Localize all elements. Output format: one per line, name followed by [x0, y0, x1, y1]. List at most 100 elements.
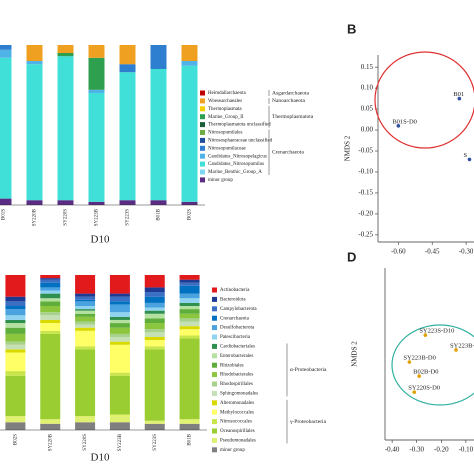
bar-segment	[75, 324, 96, 328]
point-label: B02B-D0	[413, 369, 438, 376]
bar-segment	[109, 375, 130, 415]
bar-segment	[144, 302, 165, 308]
legend-swatch	[212, 437, 217, 443]
legend-swatch	[200, 122, 205, 128]
point-label: SY223S-D10	[419, 328, 454, 335]
legend-label: Marine_Group_II	[208, 115, 244, 120]
point	[407, 360, 412, 364]
bar-segment	[5, 333, 26, 342]
bar-segment	[179, 298, 200, 303]
bar-segment	[40, 298, 61, 302]
bar-segment	[109, 312, 130, 317]
bar-segment	[179, 318, 200, 322]
bar-segment	[40, 333, 61, 420]
bar-segment	[144, 337, 165, 341]
legend-swatch	[200, 169, 205, 175]
legend-label: minor group	[220, 448, 245, 453]
bar-segment	[5, 301, 26, 306]
legend-label: Methylococcales	[220, 410, 254, 415]
bar-segment	[179, 302, 200, 306]
bar-segment	[75, 327, 96, 331]
bar-segment	[75, 293, 96, 297]
panel-label: D	[347, 249, 356, 264]
x-tick-label: B01B	[188, 433, 193, 445]
group-label: Thermoplasmatota	[272, 114, 314, 120]
bar-segment	[5, 296, 26, 302]
legend-swatch	[212, 390, 217, 396]
x-tick-label: -0.20	[434, 446, 449, 454]
legend-label: Crenarchaeota	[220, 316, 250, 321]
x-tick-label: B02S	[188, 209, 193, 220]
bar-segment	[109, 275, 130, 294]
bar-segment	[40, 312, 61, 316]
y-tick-label: -0.25	[358, 230, 373, 238]
bar-segment	[5, 306, 26, 310]
legend-swatch	[212, 419, 217, 425]
bar-segment	[40, 290, 61, 294]
legend-label: Rhodobacterales	[220, 373, 253, 378]
legend-swatch	[212, 343, 217, 349]
x-tick-label: SY223B	[118, 433, 123, 451]
bar-segment	[57, 200, 74, 205]
legend-label: Heimdallarchaeota	[208, 91, 247, 96]
bar-segment	[57, 45, 74, 53]
bar-segment	[26, 200, 43, 205]
y-axis-label: NMDS 2	[351, 341, 359, 367]
bar-segment	[0, 198, 12, 205]
bar-segment	[40, 306, 61, 313]
bar-segment	[109, 344, 130, 373]
bar-segment	[144, 329, 165, 333]
bar-segment	[109, 301, 130, 305]
x-tick-label: -0.30	[459, 248, 474, 256]
bar-segment	[181, 61, 198, 66]
bar-segment	[119, 200, 136, 205]
y-tick-label: -0.05	[358, 147, 373, 155]
legend-swatch	[200, 130, 205, 135]
bar-segment	[40, 323, 61, 331]
y-tick-label: 0.00	[361, 126, 374, 134]
bar-segment	[144, 346, 165, 350]
bar-segment	[5, 352, 26, 372]
bar-segment	[5, 341, 26, 345]
y-tick-label: -0.15	[358, 189, 373, 197]
group-label: Crenarchaeota	[272, 150, 304, 156]
legend-swatch	[212, 334, 217, 340]
bar-segment	[40, 293, 61, 299]
bar-segment	[109, 296, 130, 302]
legend-label: Rhizobiales	[220, 363, 244, 368]
legend-label: Alteromonadales	[220, 401, 254, 406]
bar-segment	[144, 318, 165, 324]
bar-segment	[179, 306, 200, 310]
bar-segment	[40, 287, 61, 291]
x-tick-label: -0.60	[391, 248, 406, 256]
legend-swatch	[200, 137, 205, 143]
bar-segment	[179, 326, 200, 330]
bar-segment	[181, 201, 198, 205]
bar-segment	[119, 64, 136, 73]
bar-segment	[40, 301, 61, 306]
legend-swatch	[212, 409, 217, 415]
bar-segment	[5, 309, 26, 316]
y-tick-label: 0.10	[361, 84, 374, 92]
x-tick-label: B01B	[157, 208, 162, 220]
x-tick-label: SY220B	[48, 433, 53, 451]
legend-swatch	[200, 161, 205, 167]
legend-label: Candidatus_Nitrosopelagicus	[208, 154, 267, 159]
point-label: B01	[453, 91, 464, 98]
group-label: α-Proteobacteria	[290, 367, 327, 373]
legend-swatch	[212, 353, 217, 359]
bar-segment	[179, 321, 200, 327]
legend-label: Enterobacterales	[220, 354, 253, 359]
y-tick-label: -0.10	[358, 168, 373, 176]
y-axis-label: NMDS 2	[344, 135, 352, 161]
legend-swatch	[212, 372, 217, 378]
legend-label: Thermoplasmata	[208, 107, 242, 112]
bar-segment	[109, 304, 130, 313]
group-label: Asgardarchaeota	[272, 90, 310, 96]
bar-segment	[40, 278, 61, 280]
bar-segment	[26, 64, 43, 201]
legend-label: Rhodospirillales	[220, 382, 253, 387]
bar-segment	[179, 419, 200, 424]
point	[454, 348, 458, 352]
legend-label: Actinobacteria	[220, 288, 250, 293]
